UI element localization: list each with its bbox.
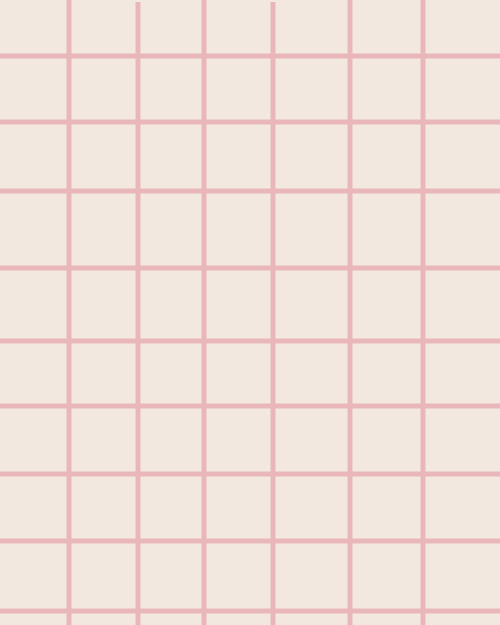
- vertical-grid-lines: [66, 0, 426, 625]
- horizontal-grid-lines: [0, 53, 500, 614]
